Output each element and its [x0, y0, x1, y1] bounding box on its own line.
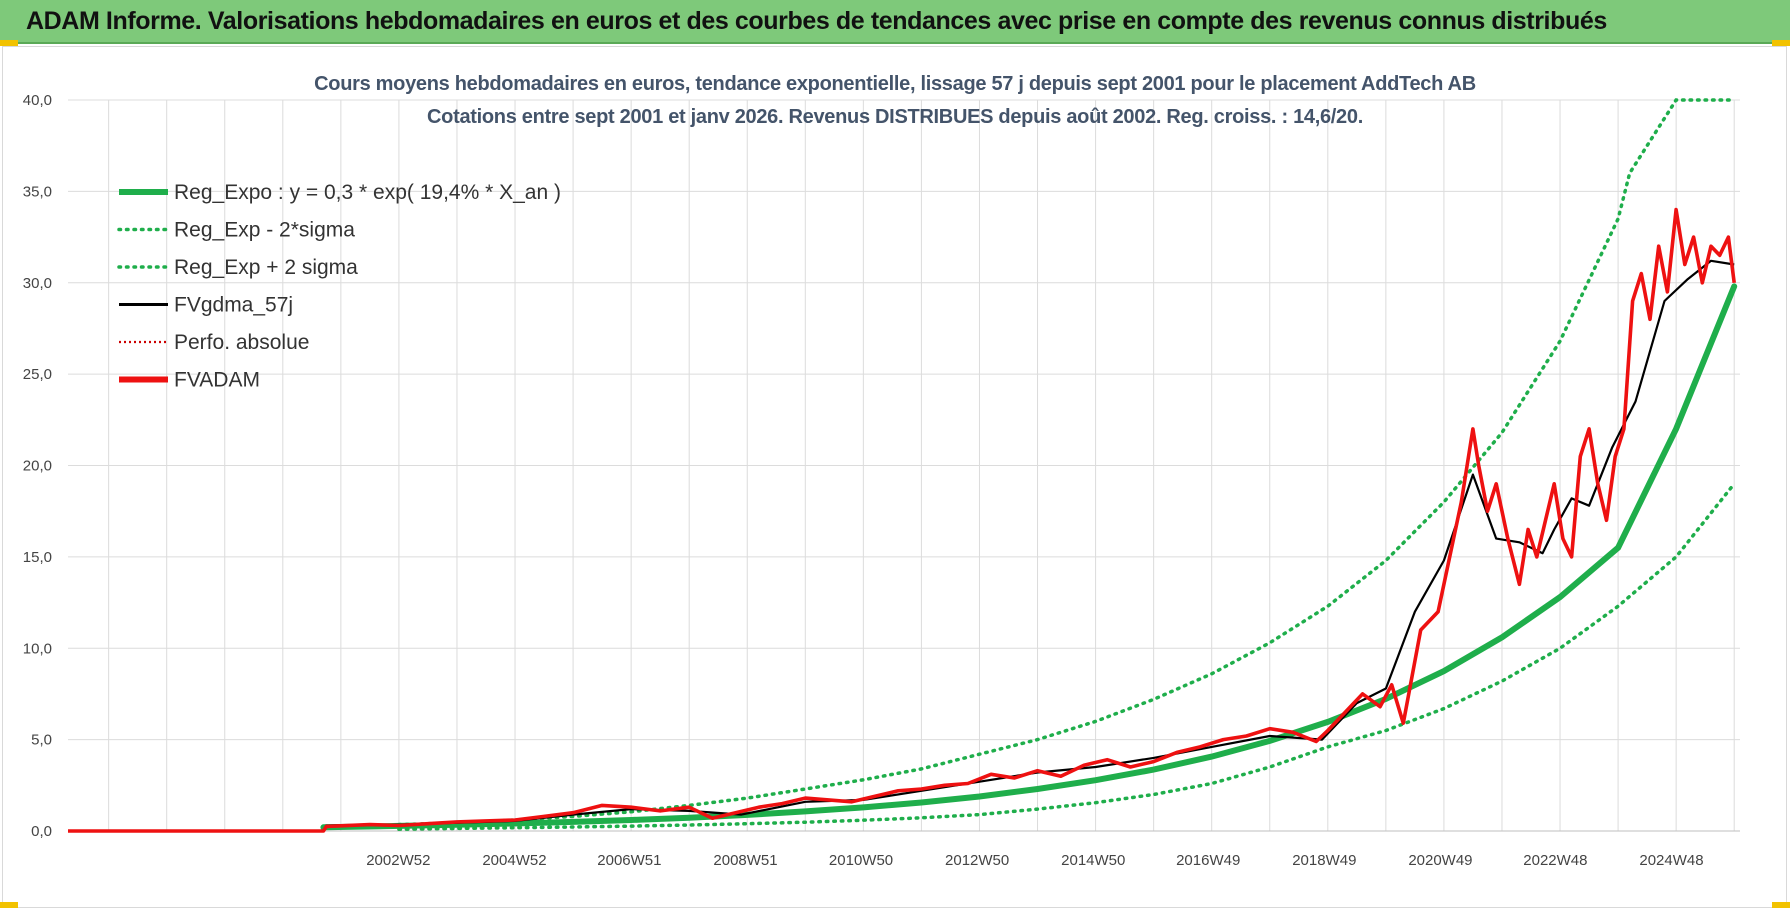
banner-title: ADAM Informe. Valorisations hebdomadaire…	[26, 7, 1607, 35]
x-tick-label: 2020W49	[1408, 852, 1472, 869]
frame-corner-bottom-right	[1772, 902, 1790, 908]
y-tick-label: 30,0	[23, 275, 52, 292]
x-tick-label: 2006W51	[597, 852, 661, 869]
frame-corner-bottom-left	[0, 902, 18, 908]
y-tick-label: 5,0	[31, 732, 52, 749]
y-tick-label: 35,0	[23, 183, 52, 200]
x-tick-label: 2002W52	[366, 852, 430, 869]
frame-corner-top-right	[1772, 40, 1790, 46]
x-tick-label: 2012W50	[945, 852, 1009, 869]
legend-label: Reg_Expo : y = 0,3 * exp( 19,4% * X_an )	[174, 181, 561, 204]
legend-label: FVgdma_57j	[174, 294, 293, 317]
frame-corner-top-left	[0, 40, 18, 46]
series-reg-expo	[320, 283, 1738, 831]
y-tick-label: 0,0	[31, 823, 52, 840]
series-reg-exp-plus-2sigma	[397, 98, 1736, 827]
x-tick-label: 2018W49	[1292, 852, 1356, 869]
x-tick-label: 2022W48	[1523, 852, 1587, 869]
x-tick-label: 2004W52	[482, 852, 546, 869]
y-tick-label: 25,0	[23, 366, 52, 383]
series-fvadam	[68, 207, 1736, 833]
x-tick-label: 2024W48	[1639, 852, 1703, 869]
x-tick-label: 2014W50	[1061, 852, 1125, 869]
x-tick-label: 2016W49	[1176, 852, 1240, 869]
legend-label: Reg_Exp + 2 sigma	[174, 256, 358, 279]
legend-label: Perfo. absolue	[174, 331, 309, 354]
y-tick-label: 10,0	[23, 640, 52, 657]
series-reg-exp-minus-2sigma	[397, 482, 1736, 831]
y-tick-label: 20,0	[23, 458, 52, 475]
chart-title-line-2: Cotations entre sept 2001 et janv 2026. …	[427, 106, 1363, 128]
y-tick-label: 40,0	[23, 92, 52, 109]
header-banner: ADAM Informe. Valorisations hebdomadaire…	[0, 0, 1790, 44]
chart-frame	[2, 46, 1787, 908]
legend-label: FVADAM	[174, 369, 260, 392]
series-fvgdma-57j	[68, 259, 1735, 833]
y-tick-label: 15,0	[23, 549, 52, 566]
x-tick-label: 2008W51	[713, 852, 777, 869]
legend-label: Reg_Exp - 2*sigma	[174, 219, 355, 242]
chart-title-line-1: Cours moyens hebdomadaires en euros, ten…	[314, 73, 1476, 95]
x-tick-label: 2010W50	[829, 852, 893, 869]
